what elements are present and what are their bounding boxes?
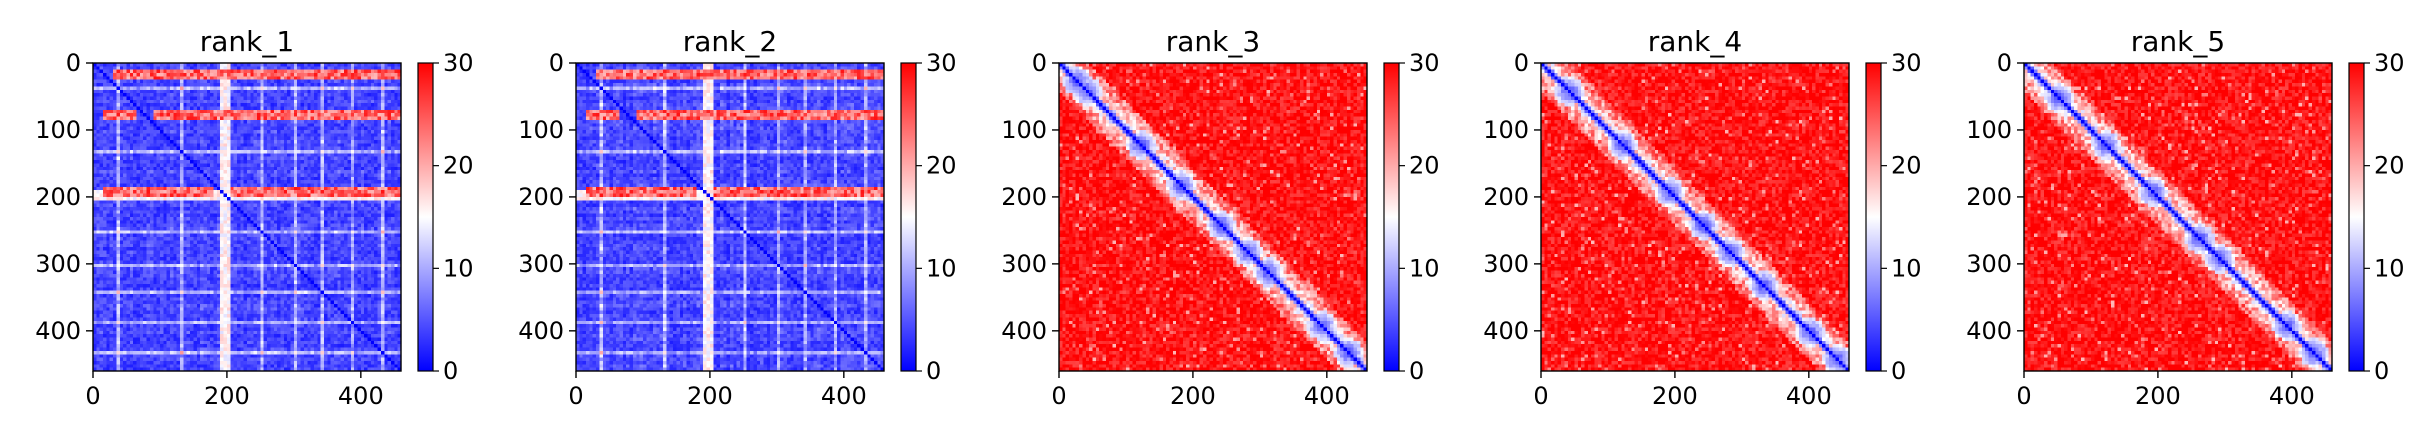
colorbar [2349, 63, 2364, 371]
y-tick-label: 0 [66, 49, 81, 77]
y-tick-label: 300 [518, 250, 564, 278]
colorbar-frame [1383, 62, 1400, 372]
plot-frame [575, 62, 885, 372]
y-tick-label: 300 [1483, 250, 1529, 278]
colorbar-tick-label: 20 [443, 152, 474, 180]
y-tick-label: 200 [1966, 183, 2012, 211]
x-tick-label: 200 [204, 382, 250, 410]
colorbar [418, 63, 433, 371]
heatmap-panel: rank_4 0 200 400 0 100 200 300 400 0 10 20 30 [1483, 25, 1921, 410]
x-tick-label: 0 [1051, 382, 1066, 410]
heatmap-panel: rank_3 0 200 400 0 100 200 300 400 0 10 20 30 [1001, 25, 1439, 410]
colorbar-tick-label: 10 [1409, 254, 1440, 282]
y-tick-label: 100 [1483, 116, 1529, 144]
colorbar-tick-label: 20 [1891, 152, 1922, 180]
y-tick-label: 200 [518, 183, 564, 211]
colorbar-tick-label: 30 [1409, 49, 1440, 77]
y-tick-label: 300 [35, 250, 81, 278]
x-tick-label: 400 [1786, 382, 1832, 410]
colorbar-frame [417, 62, 434, 372]
x-tick-label: 0 [2016, 382, 2031, 410]
colorbar-tick-label: 30 [443, 49, 474, 77]
heatmap-image [576, 63, 884, 371]
colorbar-frame [1865, 62, 1882, 372]
heatmap-image [2024, 63, 2332, 371]
y-tick-label: 0 [549, 49, 564, 77]
colorbar-tick-label: 10 [2374, 254, 2405, 282]
chart-title: rank_5 [2131, 25, 2225, 58]
y-tick-label: 400 [1001, 317, 1047, 345]
plot-frame [1058, 62, 1368, 372]
x-tick-label: 400 [821, 382, 867, 410]
x-tick-label: 400 [2269, 382, 2315, 410]
colorbar-tick-label: 0 [1409, 357, 1424, 385]
plot-frame [92, 62, 402, 372]
colorbar-tick-label: 0 [443, 357, 458, 385]
x-tick-label: 200 [687, 382, 733, 410]
y-tick-label: 0 [1032, 49, 1047, 77]
y-tick-label: 0 [1997, 49, 2012, 77]
colorbar [1384, 63, 1399, 371]
heatmap-panel: rank_5 0 200 400 0 100 200 300 400 0 10 20 30 [1966, 25, 2404, 410]
x-tick-label: 200 [1652, 382, 1698, 410]
colorbar-tick-label: 0 [926, 357, 941, 385]
y-tick-label: 400 [1483, 317, 1529, 345]
y-tick-label: 200 [35, 183, 81, 211]
y-tick-label: 100 [1966, 116, 2012, 144]
y-tick-label: 400 [1966, 317, 2012, 345]
colorbar-tick-label: 0 [1891, 357, 1906, 385]
colorbar [901, 63, 916, 371]
plot-frame [1540, 62, 1850, 372]
y-tick-label: 0 [1514, 49, 1529, 77]
y-tick-label: 200 [1483, 183, 1529, 211]
heatmap-image [1059, 63, 1367, 371]
colorbar-tick-label: 30 [2374, 49, 2405, 77]
chart-title: rank_1 [200, 25, 294, 58]
x-tick-label: 200 [2135, 382, 2181, 410]
heatmap-image [1541, 63, 1849, 371]
colorbar-tick-label: 30 [1891, 49, 1922, 77]
y-tick-label: 100 [1001, 116, 1047, 144]
x-tick-label: 0 [1533, 382, 1548, 410]
x-tick-label: 0 [85, 382, 100, 410]
heatmap-image [93, 63, 401, 371]
colorbar-tick-label: 20 [1409, 152, 1440, 180]
y-tick-label: 100 [518, 116, 564, 144]
x-tick-label: 0 [568, 382, 583, 410]
chart-title: rank_3 [1166, 25, 1260, 58]
colorbar-tick-label: 20 [926, 152, 957, 180]
y-tick-label: 400 [518, 317, 564, 345]
x-tick-label: 200 [1170, 382, 1216, 410]
y-tick-label: 300 [1966, 250, 2012, 278]
y-tick-label: 200 [1001, 183, 1047, 211]
colorbar-tick-label: 10 [926, 254, 957, 282]
y-tick-label: 100 [35, 116, 81, 144]
heatmap-panel: rank_2 0 200 400 0 100 200 300 400 0 10 20 30 [518, 25, 956, 410]
colorbar-tick-label: 20 [2374, 152, 2405, 180]
colorbar-tick-label: 10 [443, 254, 474, 282]
chart-title: rank_4 [1648, 25, 1742, 58]
plot-frame [2023, 62, 2333, 372]
heatmap-panel: rank_1 0 200 400 0 100 200 300 400 0 10 20 30 [35, 25, 473, 410]
colorbar [1866, 63, 1881, 371]
y-tick-label: 300 [1001, 250, 1047, 278]
chart-title: rank_2 [683, 25, 777, 58]
colorbar-tick-label: 10 [1891, 254, 1922, 282]
colorbar-tick-label: 0 [2374, 357, 2389, 385]
y-tick-label: 400 [35, 317, 81, 345]
colorbar-tick-label: 30 [926, 49, 957, 77]
x-tick-label: 400 [338, 382, 384, 410]
colorbar-frame [2348, 62, 2365, 372]
x-tick-label: 400 [1304, 382, 1350, 410]
colorbar-frame [900, 62, 917, 372]
